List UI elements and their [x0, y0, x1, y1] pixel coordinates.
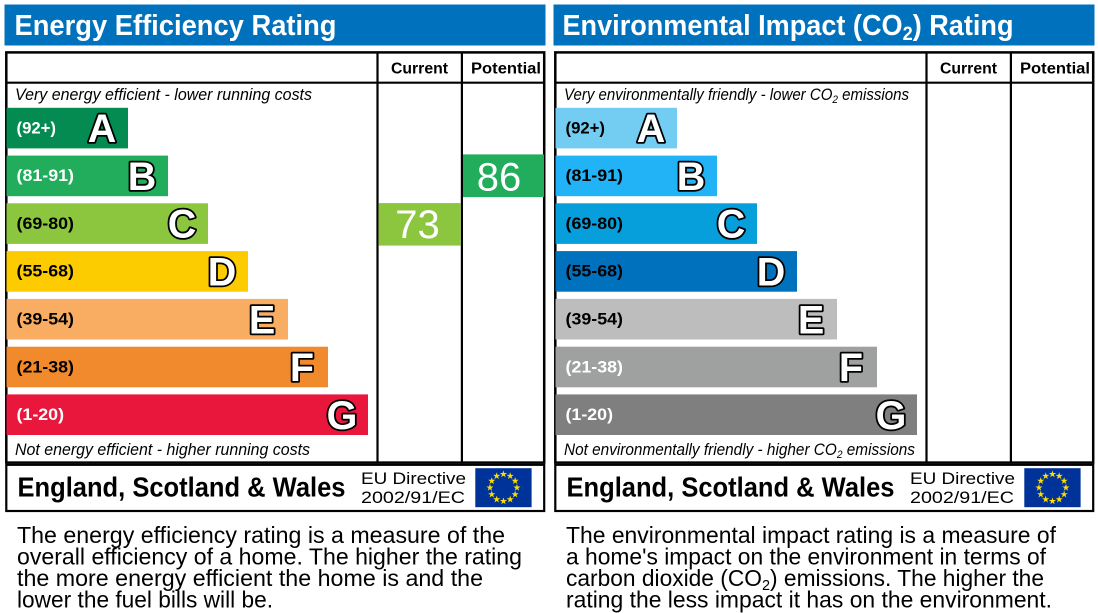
svg-text:2002/91/EC: 2002/91/EC: [361, 488, 465, 507]
svg-text:(21-38): (21-38): [566, 358, 624, 376]
svg-text:overall efficiency of a home.: overall efficiency of a home. The higher…: [17, 543, 522, 569]
svg-text:Not energy efficient - higher: Not energy efficient - higher running co…: [15, 441, 310, 459]
svg-text:(55-68): (55-68): [566, 263, 624, 281]
svg-text:F: F: [290, 346, 314, 390]
svg-text:(69-80): (69-80): [566, 215, 624, 233]
svg-text:C: C: [717, 203, 746, 247]
svg-text:(81-91): (81-91): [17, 167, 75, 185]
svg-text:E: E: [798, 298, 824, 342]
svg-text:lower the fuel bills will be.: lower the fuel bills will be.: [17, 587, 273, 613]
svg-text:Very energy efficient - lower: Very energy efficient - lower running co…: [15, 86, 312, 104]
svg-text:rating the less impact it has: rating the less impact it has on the env…: [566, 587, 1052, 613]
svg-text:(92+): (92+): [17, 119, 57, 137]
svg-text:B: B: [128, 155, 157, 199]
svg-text:73: 73: [395, 203, 440, 247]
svg-text:Current: Current: [391, 60, 448, 77]
svg-text:(39-54): (39-54): [17, 310, 75, 328]
svg-text:Environmental Impact (CO2) Rat: Environmental Impact (CO2) Rating: [563, 10, 1014, 45]
svg-text:G: G: [327, 394, 358, 438]
svg-text:86: 86: [477, 155, 522, 199]
svg-text:F: F: [839, 346, 863, 390]
svg-text:The energy efficiency rating i: The energy efficiency rating is a measur…: [17, 522, 505, 548]
svg-text:The environmental impact ratin: The environmental impact rating is a mea…: [566, 522, 1057, 548]
svg-text:EU Directive: EU Directive: [361, 469, 466, 488]
svg-text:Current: Current: [940, 60, 997, 77]
svg-text:D: D: [757, 251, 786, 295]
svg-text:EU Directive: EU Directive: [910, 469, 1015, 488]
svg-text:England, Scotland & Wales: England, Scotland & Wales: [18, 471, 346, 502]
svg-text:(39-54): (39-54): [566, 310, 624, 328]
svg-text:(92+): (92+): [566, 119, 606, 137]
svg-text:2002/91/EC: 2002/91/EC: [910, 488, 1014, 507]
svg-text:Not environmentally friendly -: Not environmentally friendly - higher CO…: [564, 441, 915, 461]
svg-text:Very environmentally friendly: Very environmentally friendly - lower CO…: [564, 86, 909, 106]
svg-text:(81-91): (81-91): [566, 167, 624, 185]
svg-text:(55-68): (55-68): [17, 263, 75, 281]
svg-text:B: B: [677, 155, 706, 199]
svg-text:G: G: [876, 394, 907, 438]
svg-text:the more energy efficient the: the more energy efficient the home is an…: [17, 565, 483, 591]
svg-text:(1-20): (1-20): [566, 406, 614, 424]
svg-text:E: E: [249, 298, 275, 342]
svg-text:Potential: Potential: [1020, 60, 1090, 77]
svg-text:a home's impact on the environ: a home's impact on the environment in te…: [566, 543, 1047, 569]
svg-text:A: A: [88, 107, 117, 151]
svg-text:England, Scotland & Wales: England, Scotland & Wales: [567, 471, 895, 502]
svg-text:Energy Efficiency Rating: Energy Efficiency Rating: [15, 10, 337, 42]
svg-text:Potential: Potential: [471, 60, 541, 77]
svg-text:(1-20): (1-20): [17, 406, 65, 424]
svg-text:(69-80): (69-80): [17, 215, 75, 233]
svg-text:C: C: [168, 203, 197, 247]
svg-text:A: A: [637, 107, 666, 151]
svg-text:(21-38): (21-38): [17, 358, 75, 376]
svg-text:carbon dioxide (CO2) emissions: carbon dioxide (CO2) emissions. The high…: [566, 565, 1044, 594]
svg-text:D: D: [208, 251, 237, 295]
